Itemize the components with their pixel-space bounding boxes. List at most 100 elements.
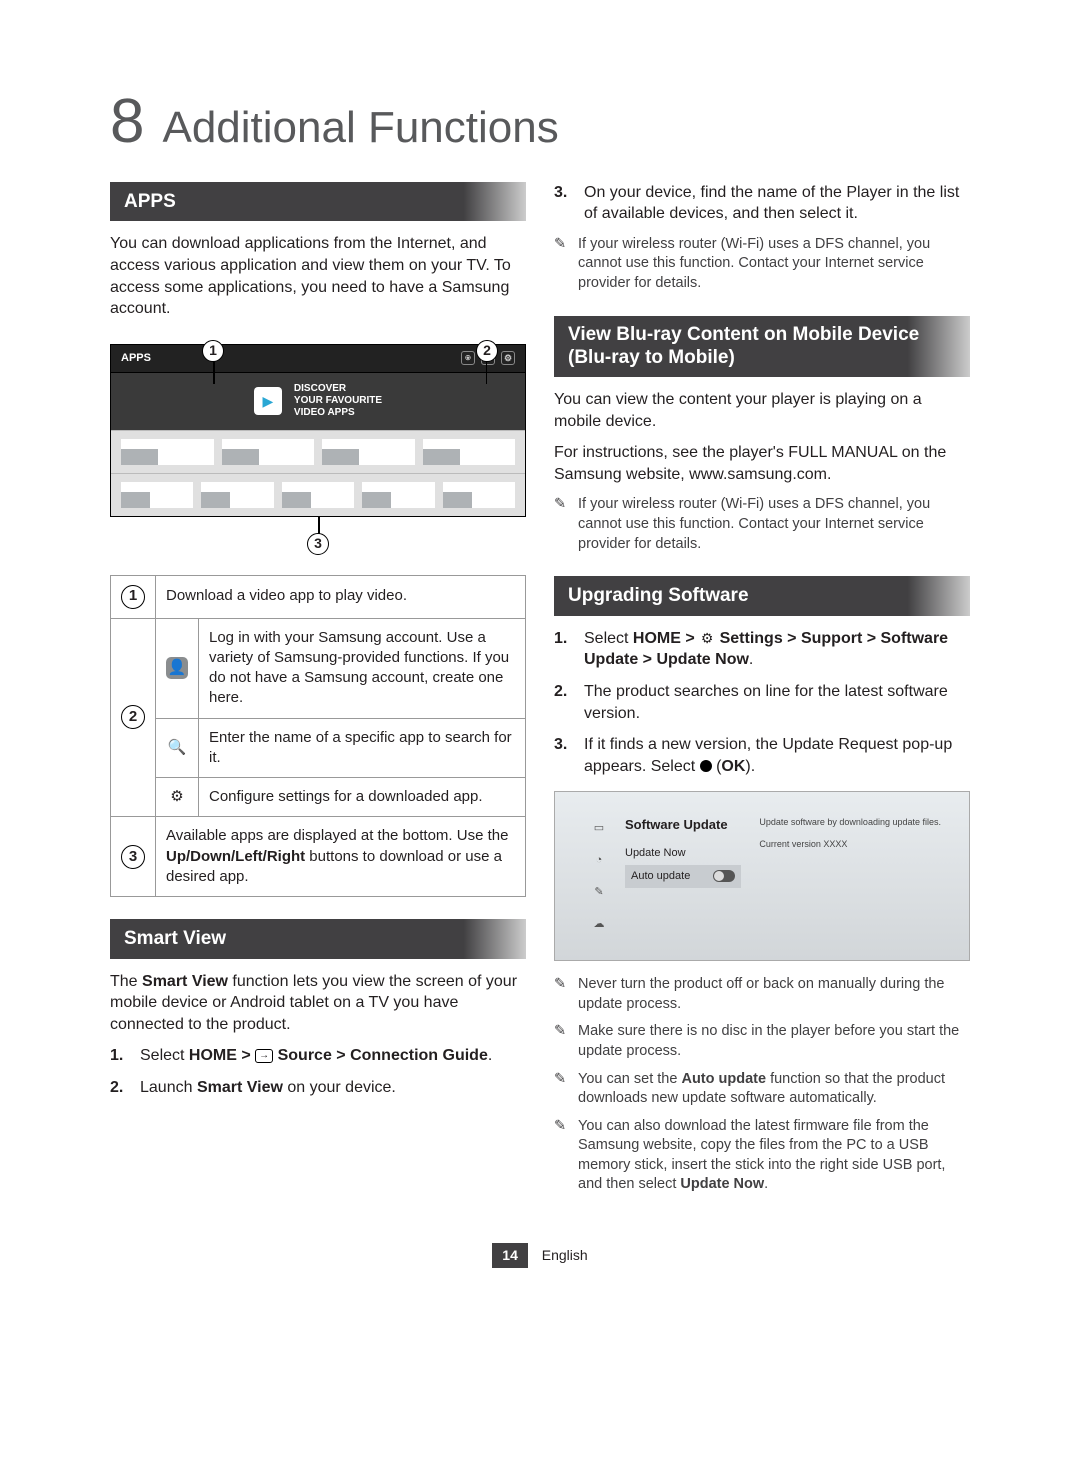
table-row: ⚙ Configure settings for a downloaded ap… bbox=[111, 778, 526, 817]
app-thumb bbox=[322, 439, 415, 465]
note: If your wireless router (Wi-Fi) uses a D… bbox=[554, 235, 970, 294]
picture-icon: ▭ bbox=[591, 820, 607, 836]
text: . bbox=[764, 1176, 768, 1192]
text: Available apps are displayed at the bott… bbox=[166, 827, 508, 844]
text: If it finds a new version, the Update Re… bbox=[584, 736, 952, 775]
bold-text: HOME > bbox=[189, 1047, 255, 1064]
sw-item-label: Auto update bbox=[631, 869, 690, 884]
apps-row bbox=[111, 430, 525, 473]
note: You can set the Auto update function so … bbox=[554, 1070, 970, 1109]
chapter-title: 8 Additional Functions bbox=[110, 80, 970, 164]
ref-text: Enter the name of a specific app to sear… bbox=[199, 718, 526, 778]
callout-1: 1 bbox=[202, 340, 224, 362]
account-icon: 👤 bbox=[156, 618, 199, 718]
general-icon: ✎ bbox=[591, 884, 607, 900]
app-thumb bbox=[362, 482, 434, 508]
text: The bbox=[110, 973, 142, 990]
account-icon: ⍟ bbox=[461, 351, 475, 365]
support-icon: ☁ bbox=[591, 916, 607, 932]
bold-text: Source > Connection Guide bbox=[273, 1047, 488, 1064]
apps-hero-text: DISCOVER YOUR FAVOURITE VIDEO APPS bbox=[294, 383, 382, 419]
text: Select bbox=[584, 630, 633, 647]
app-thumb bbox=[222, 439, 315, 465]
table-row: 1 Download a video app to play video. bbox=[111, 575, 526, 618]
settings-nav: ▭ ◔ ✎ ☁ bbox=[591, 816, 607, 932]
sw-title: Software Update bbox=[625, 816, 741, 834]
list-item: The product searches on line for the lat… bbox=[554, 681, 970, 724]
bold-text: Auto update bbox=[681, 1071, 766, 1087]
ref-num: 1 bbox=[121, 585, 145, 609]
app-thumb bbox=[121, 439, 214, 465]
apps-heading: APPS bbox=[110, 182, 526, 222]
gear-icon: ⚙ bbox=[156, 778, 199, 817]
ref-num: 3 bbox=[121, 845, 145, 869]
note: You can also download the latest firmwar… bbox=[554, 1117, 970, 1195]
apps-row bbox=[111, 473, 525, 516]
sw-item-update-now: Update Now bbox=[625, 842, 741, 865]
sw-right-version: Current version XXXX bbox=[759, 838, 941, 850]
ok-dot-icon bbox=[700, 760, 712, 772]
ref-text: Log in with your Samsung account. Use a … bbox=[199, 618, 526, 718]
apps-intro: You can download applications from the I… bbox=[110, 233, 526, 319]
bluray-p2: For instructions, see the player's FULL … bbox=[554, 442, 970, 485]
bold-text: Smart View bbox=[142, 973, 228, 990]
apps-hero: ▶ DISCOVER YOUR FAVOURITE VIDEO APPS bbox=[111, 372, 525, 430]
text: ( bbox=[712, 758, 722, 775]
app-thumb bbox=[443, 482, 515, 508]
table-row: 3 Available apps are displayed at the bo… bbox=[111, 817, 526, 897]
table-row: 🔍 Enter the name of a specific app to se… bbox=[111, 718, 526, 778]
callout-3: 3 bbox=[307, 533, 329, 555]
text: ). bbox=[745, 758, 755, 775]
play-icon: ▶ bbox=[254, 387, 282, 415]
app-thumb bbox=[121, 482, 193, 508]
sw-item-auto-update: Auto update bbox=[625, 865, 741, 888]
note: If your wireless router (Wi-Fi) uses a D… bbox=[554, 495, 970, 554]
list-item: On your device, find the name of the Pla… bbox=[554, 182, 970, 225]
upgrade-steps: Select HOME > ⚙ Settings > Support > Sof… bbox=[554, 628, 970, 778]
footer-lang: English bbox=[542, 1247, 588, 1263]
hero-line: YOUR FAVOURITE bbox=[294, 395, 382, 407]
smartview-heading: Smart View bbox=[110, 919, 526, 959]
search-icon: 🔍 bbox=[156, 718, 199, 778]
app-thumb bbox=[282, 482, 354, 508]
sound-icon: ◔ bbox=[591, 852, 607, 868]
text: Select bbox=[140, 1047, 189, 1064]
callout-2: 2 bbox=[476, 340, 498, 362]
text: . bbox=[488, 1047, 492, 1064]
hero-line: VIDEO APPS bbox=[294, 407, 382, 419]
text: on your device. bbox=[283, 1079, 396, 1096]
gear-icon: ⚙ bbox=[501, 351, 515, 365]
ref-text: Configure settings for a downloaded app. bbox=[199, 778, 526, 817]
smartview-steps: Select HOME > → Source > Connection Guid… bbox=[110, 1045, 526, 1098]
toggle-icon bbox=[713, 870, 735, 882]
list-item: If it finds a new version, the Update Re… bbox=[554, 734, 970, 777]
callout-line bbox=[318, 517, 320, 535]
text: . bbox=[749, 651, 753, 668]
ref-text: Available apps are displayed at the bott… bbox=[156, 817, 526, 897]
page-footer: 14 English bbox=[110, 1243, 970, 1268]
page-number: 14 bbox=[492, 1243, 528, 1268]
bold-text: HOME > bbox=[633, 630, 699, 647]
list-item: Select HOME > ⚙ Settings > Support > Sof… bbox=[554, 628, 970, 671]
smartview-intro: The Smart View function lets you view th… bbox=[110, 971, 526, 1036]
note: Never turn the product off or back on ma… bbox=[554, 975, 970, 1014]
software-update-body: Software Update Update Now Auto update bbox=[625, 816, 741, 887]
bold-text: Up/Down/Left/Right bbox=[166, 848, 305, 865]
bold-text: Smart View bbox=[197, 1079, 283, 1096]
table-row: 2 👤 Log in with your Samsung account. Us… bbox=[111, 618, 526, 718]
callout-line bbox=[213, 362, 215, 384]
chapter-title-text: Additional Functions bbox=[162, 98, 558, 157]
sw-right-panel: Update software by downloading update fi… bbox=[759, 816, 941, 850]
software-update-screen: ▭ ◔ ✎ ☁ Software Update Update Now Auto … bbox=[554, 791, 970, 961]
bluray-p1: You can view the content your player is … bbox=[554, 389, 970, 432]
gear-icon: ⚙ bbox=[699, 631, 715, 647]
bold-text: Update Now bbox=[680, 1176, 764, 1192]
callout-line bbox=[486, 362, 488, 384]
sw-right-text: Update software by downloading update fi… bbox=[759, 816, 941, 828]
hero-line: DISCOVER bbox=[294, 383, 382, 395]
apps-topbar-label: APPS bbox=[121, 351, 151, 366]
ref-text: Download a video app to play video. bbox=[156, 575, 526, 618]
ref-num: 2 bbox=[121, 705, 145, 729]
list-item: Launch Smart View on your device. bbox=[110, 1077, 526, 1099]
note: Make sure there is no disc in the player… bbox=[554, 1022, 970, 1061]
